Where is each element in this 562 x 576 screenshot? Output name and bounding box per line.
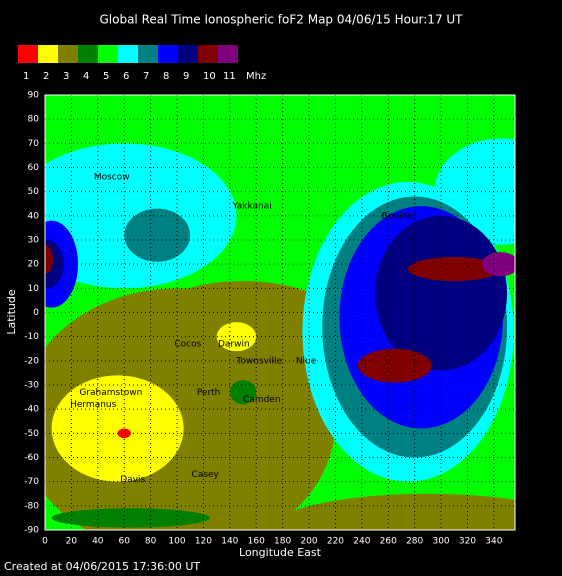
station-label: Darwin <box>218 339 250 349</box>
station-label: Niue <box>296 356 317 366</box>
y-axis-label: Latitude <box>5 289 18 335</box>
legend-label: 5 <box>103 71 109 82</box>
contour-region <box>269 493 515 530</box>
legend-label: 8 <box>163 71 169 82</box>
legend-swatch <box>98 45 118 63</box>
y-tick-label: -80 <box>24 501 39 511</box>
x-tick-label: 60 <box>118 537 130 547</box>
y-tick-label: 10 <box>28 284 40 294</box>
y-tick-label: -10 <box>24 332 39 342</box>
legend-swatch <box>138 45 158 63</box>
title: Global Real Time Ionospheric foF2 Map 04… <box>99 13 463 27</box>
x-tick-label: 0 <box>42 537 48 547</box>
y-tick-label: -90 <box>24 526 39 536</box>
station-label: Cocos <box>174 339 201 349</box>
legend-swatch <box>18 45 38 63</box>
legend-swatch <box>118 45 138 63</box>
x-axis-label: Longitude East <box>239 546 322 559</box>
x-tick-label: 340 <box>485 537 502 547</box>
legend-swatch <box>198 45 218 63</box>
legend-unit: Mhz <box>246 71 266 82</box>
station-label: Camden <box>243 395 281 405</box>
x-tick-label: 160 <box>248 537 265 547</box>
legend-label: 2 <box>43 71 49 82</box>
legend-swatch <box>58 45 78 63</box>
y-tick-label: -70 <box>24 477 39 487</box>
contour-region <box>229 380 257 405</box>
y-tick-label: -50 <box>24 429 39 439</box>
y-tick-label: -60 <box>24 453 39 463</box>
contour-region <box>117 428 131 439</box>
y-tick-label: 90 <box>28 91 40 101</box>
contour-region <box>124 208 191 262</box>
footer: Created at 04/06/2015 17:36:00 UT <box>4 560 200 573</box>
plot-area: Moscow Yakkanai Boulder Cocos Darwin Townsvil… <box>45 95 515 530</box>
contour-region <box>375 215 508 371</box>
legend-label: 11 <box>223 71 236 82</box>
y-tick-label: 80 <box>28 115 40 125</box>
station-label: Boulder <box>382 211 417 221</box>
legend-label: 9 <box>183 71 189 82</box>
x-tick-label: 200 <box>300 537 317 547</box>
contour-region <box>45 244 53 274</box>
legend-label: 4 <box>83 71 89 82</box>
legend-swatch <box>178 45 198 63</box>
y-tick-label: 0 <box>33 308 39 318</box>
legend-label: 1 <box>23 71 29 82</box>
station-label: Moscow <box>94 173 130 183</box>
station-label: Casey <box>192 470 220 480</box>
x-tick-label: 120 <box>195 537 212 547</box>
x-tick-label: 80 <box>145 537 157 547</box>
plot-frame <box>44 94 516 531</box>
y-tick-label: 30 <box>28 236 40 246</box>
station-label: Hermanus <box>70 400 117 410</box>
contour-region <box>481 252 515 277</box>
legend-label: 10 <box>203 71 216 82</box>
x-tick-label: 300 <box>432 537 449 547</box>
legend-label: 3 <box>63 71 69 82</box>
contour-region <box>51 508 211 528</box>
y-tick-label: 20 <box>28 260 40 270</box>
x-tick-label: 220 <box>327 537 344 547</box>
y-tick-label: 40 <box>28 211 40 221</box>
station-label: Perth <box>197 388 221 398</box>
y-tick-label: -20 <box>24 356 39 366</box>
legend-swatch <box>78 45 98 63</box>
legend-swatch <box>38 45 58 63</box>
x-tick-label: 140 <box>221 537 238 547</box>
x-tick-label: 100 <box>168 537 185 547</box>
y-tick-label: 50 <box>28 187 40 197</box>
contour-region <box>216 322 257 352</box>
legend-swatch <box>218 45 238 63</box>
station-label: Townsville <box>235 356 282 366</box>
x-tick-label: 320 <box>459 537 476 547</box>
legend-swatch <box>158 45 178 63</box>
x-tick-label: 240 <box>353 537 370 547</box>
station-label: Yakkanai <box>231 202 271 212</box>
legend-label: 7 <box>143 71 149 82</box>
y-tick-label: 60 <box>28 163 40 173</box>
contour-region <box>408 256 501 282</box>
station-label: Davis <box>120 475 145 485</box>
x-tick-label: 180 <box>274 537 291 547</box>
x-tick-label: 280 <box>406 537 423 547</box>
station-label: Grahamstown <box>79 388 142 398</box>
x-tick-label: 260 <box>380 537 397 547</box>
y-tick-label: -40 <box>24 405 39 415</box>
y-tick-label: -30 <box>24 381 39 391</box>
y-tick-label: 70 <box>28 139 40 149</box>
contour-region <box>357 348 432 383</box>
x-tick-label: 40 <box>92 537 104 547</box>
x-tick-label: 20 <box>66 537 78 547</box>
legend-label: 6 <box>123 71 129 82</box>
